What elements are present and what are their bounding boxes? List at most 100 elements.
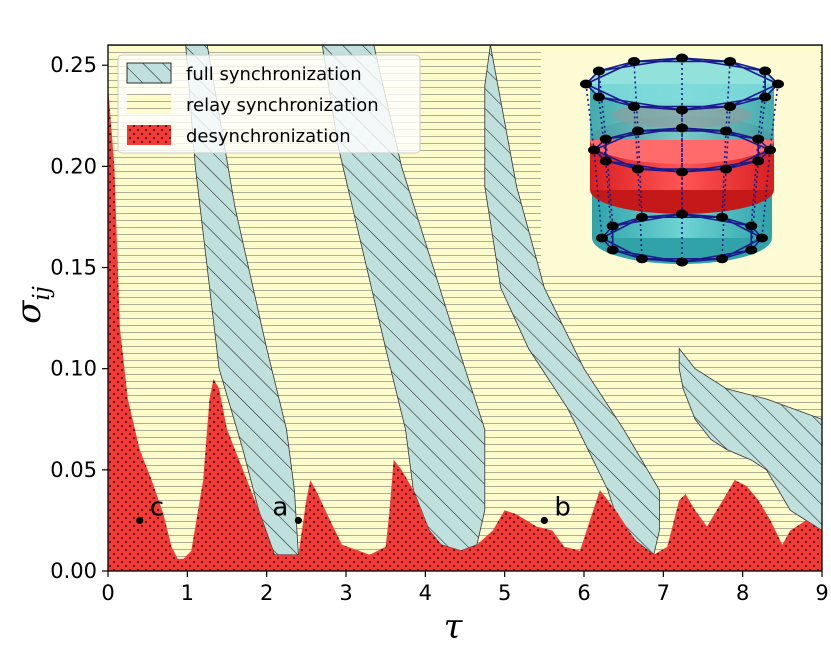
- legend-swatch-relay-sync: [127, 94, 171, 114]
- inset-node: [745, 245, 758, 255]
- inset-node: [764, 145, 776, 155]
- inset-edge: [729, 83, 779, 108]
- inset-edge: [585, 83, 595, 151]
- inset-edge: [633, 106, 639, 170]
- inset-edge: [725, 61, 731, 131]
- inset-node: [676, 105, 688, 115]
- inset-node: [745, 221, 758, 231]
- legend-label-relay-sync: relay synchronization: [186, 95, 379, 116]
- inset-edge: [605, 127, 683, 140]
- inset-edge: [681, 57, 766, 72]
- x-tick-label: 6: [577, 581, 590, 605]
- x-tick-label: 1: [181, 581, 194, 605]
- inset-node: [752, 134, 765, 144]
- x-tick-label: 7: [657, 581, 670, 605]
- region-layer: [108, 45, 822, 571]
- y-tick-label: 0.25: [50, 53, 97, 77]
- y-axis-label: σij: [9, 286, 55, 324]
- y-tick-label: 0.10: [50, 357, 97, 381]
- inset-edge: [598, 57, 683, 72]
- point-b-marker: [540, 516, 548, 525]
- legend: full synchronization relay synchronizati…: [117, 54, 421, 154]
- inset-node: [599, 156, 612, 166]
- legend-swatch-full-sync: [126, 62, 172, 84]
- x-tick-label: 4: [419, 581, 432, 605]
- inset-edge: [757, 70, 766, 140]
- inset-node: [596, 233, 608, 243]
- inset-node: [632, 164, 644, 174]
- inset-edge: [598, 96, 683, 111]
- inset-node: [724, 102, 736, 112]
- inset-edge: [725, 149, 771, 170]
- full-sync-region-4: [678, 347, 822, 531]
- inset-node: [676, 123, 688, 133]
- inset-edge: [585, 83, 635, 108]
- inset-edge: [598, 70, 607, 140]
- x-tick-label: 2: [260, 581, 273, 605]
- inset-edge: [681, 96, 766, 111]
- inset-rings-diagram: [541, 52, 820, 274]
- inset-edge: [612, 249, 683, 263]
- legend-label-full-sync: full synchronization: [186, 64, 362, 85]
- inset-node: [720, 164, 732, 174]
- x-tick-label: 3: [339, 581, 352, 605]
- inset-edge: [605, 160, 683, 173]
- x-tick-label: 0: [101, 581, 114, 605]
- inset-node: [588, 145, 600, 155]
- x-tick-label: 5: [498, 581, 511, 605]
- point-a-label: a: [272, 492, 288, 522]
- y-tick-label: 0.00: [50, 559, 97, 583]
- inset-edge: [633, 61, 639, 131]
- inset-node: [676, 209, 688, 219]
- inset-node: [772, 79, 784, 89]
- inset-edge: [757, 96, 766, 162]
- inset-node: [759, 66, 772, 76]
- inset-node: [592, 92, 605, 102]
- inset-edge: [585, 60, 635, 85]
- inset-node: [716, 212, 728, 222]
- inset-edge: [769, 83, 779, 151]
- inset-node: [759, 92, 772, 102]
- inset-edge: [725, 106, 731, 170]
- inset-edge: [601, 216, 643, 239]
- point-b-label: b: [554, 492, 571, 522]
- inset-edge: [729, 60, 766, 72]
- y-tick-label: 0.05: [50, 458, 97, 482]
- y-tick-label: 0.20: [50, 154, 97, 178]
- y-axis-label-subscript: ij: [29, 286, 55, 301]
- y-tick-label: 0.15: [50, 256, 97, 280]
- inset-node: [580, 79, 592, 89]
- inset-node: [752, 156, 765, 166]
- inset-network: [580, 53, 784, 267]
- inset-edge: [721, 130, 727, 218]
- point-c-marker: [136, 516, 144, 525]
- inset-edge: [612, 213, 683, 227]
- inset-edge: [637, 130, 643, 218]
- inset-node: [628, 56, 640, 66]
- inset-node: [636, 212, 648, 222]
- inset-edge: [721, 216, 763, 239]
- axis-ticks: 0 1 2 3 4 5 6 7 8 9 0.00 0.05 0.10 0.15 0.20 0.25: [50, 53, 828, 605]
- point-c-label: c: [150, 492, 164, 522]
- inset-node: [756, 233, 768, 243]
- inset-edge: [725, 130, 771, 151]
- x-tick-label: 8: [736, 581, 749, 605]
- inset-edge: [721, 237, 763, 260]
- legend-swatch-desync: [127, 125, 171, 145]
- inset-edge: [601, 237, 643, 260]
- inset-node: [720, 126, 732, 136]
- inset-edge: [681, 127, 759, 140]
- inset-node: [676, 53, 688, 63]
- x-tick-label: 9: [815, 581, 828, 605]
- inset-node: [676, 167, 688, 177]
- inset-edge: [593, 130, 639, 151]
- inset-edge: [598, 96, 635, 108]
- inset-node: [632, 126, 644, 136]
- inset-node: [592, 66, 605, 76]
- inset-edge: [681, 160, 759, 173]
- axes-frame: [107, 44, 823, 572]
- inset-edge: [729, 60, 779, 85]
- legend-box: [117, 54, 421, 154]
